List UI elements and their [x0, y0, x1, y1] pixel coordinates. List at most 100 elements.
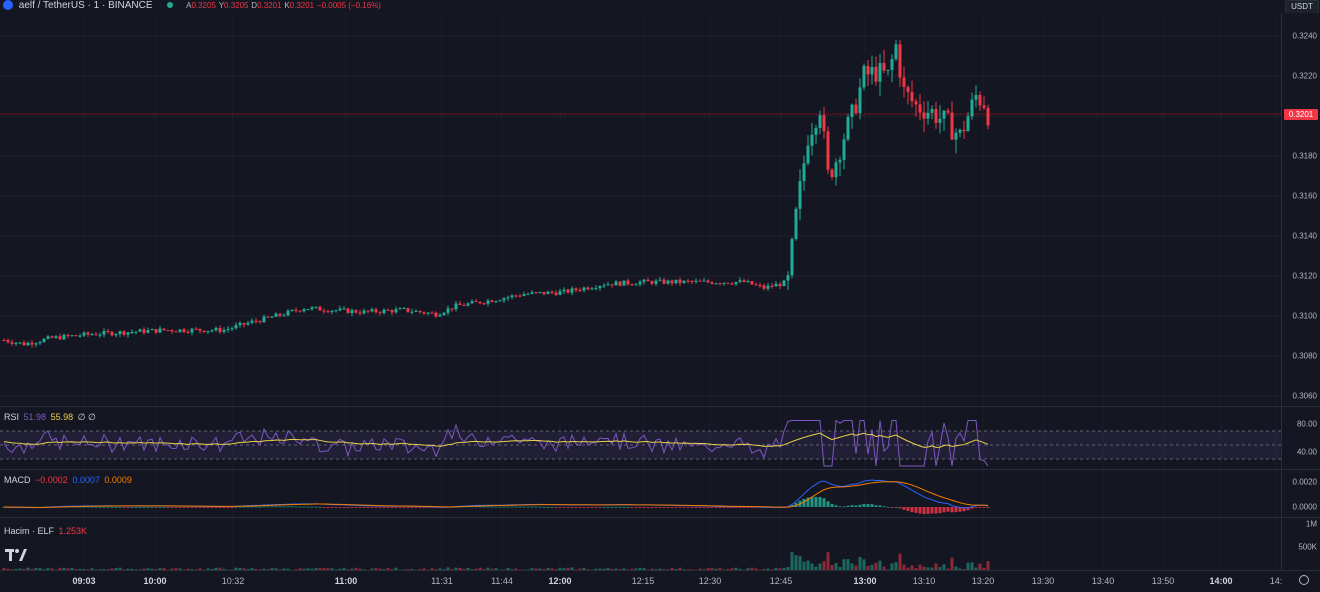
- volume-bar: [266, 569, 270, 570]
- candle-body: [478, 301, 482, 304]
- volume-bar: [986, 561, 990, 570]
- candle-body: [94, 334, 98, 336]
- volume-bar: [434, 569, 438, 570]
- macd-histogram-bar: [606, 506, 610, 508]
- macd-histogram-bar: [474, 506, 478, 508]
- macd-histogram-bar: [754, 507, 758, 508]
- volume-bar: [538, 568, 542, 570]
- macd-histogram-bar: [866, 503, 870, 507]
- rsi-legend: RSI 51.98 55.98 ∅ ∅: [4, 412, 98, 423]
- candle-body: [110, 331, 114, 336]
- macd-axis[interactable]: 0.0020 0.0000: [1281, 470, 1320, 517]
- macd-histogram-bar: [90, 506, 94, 508]
- candle-body: [858, 87, 862, 114]
- pane-separator[interactable]: [0, 469, 1320, 470]
- volume-bar: [658, 568, 662, 570]
- candle-body: [778, 283, 782, 287]
- candle-body: [670, 280, 674, 284]
- pane-separator[interactable]: [0, 406, 1320, 407]
- volume-bar: [274, 568, 278, 570]
- macd-histogram-bar: [122, 507, 126, 508]
- candle-body: [662, 279, 666, 284]
- macd-histogram-bar: [702, 507, 706, 508]
- candle-body: [298, 310, 302, 312]
- macd-histogram-bar: [986, 507, 990, 508]
- volume-tick-label: 1M: [1305, 519, 1317, 529]
- candle-body: [630, 284, 634, 286]
- volume-bar: [954, 566, 958, 570]
- volume-bar: [190, 569, 194, 570]
- candle-body: [174, 331, 178, 333]
- time-tick-label: 13:00: [853, 576, 877, 586]
- macd-histogram-bar: [882, 506, 886, 507]
- volume-bar: [486, 567, 490, 570]
- tradingview-logo-icon[interactable]: [5, 548, 27, 562]
- candle-body: [642, 279, 646, 282]
- volume-bar: [794, 555, 798, 570]
- time-tick-label: 13:50: [1151, 576, 1175, 586]
- volume-bar: [98, 569, 102, 570]
- volume-bar: [374, 568, 378, 570]
- macd-histogram-bar: [538, 506, 542, 508]
- macd-histogram-bar: [542, 506, 546, 508]
- volume-bar: [214, 567, 218, 570]
- candle-body: [646, 279, 650, 282]
- volume-bar: [834, 563, 838, 570]
- volume-bar: [442, 569, 446, 570]
- macd-histogram-bar: [422, 507, 426, 508]
- candle-body: [970, 99, 974, 117]
- macd-histogram-bar: [362, 507, 366, 508]
- macd-histogram-bar: [670, 507, 674, 508]
- rsi-tick-label: 80.00: [1296, 419, 1317, 429]
- macd-histogram-bar: [878, 505, 882, 507]
- macd-histogram-bar: [154, 507, 158, 508]
- candle-body: [122, 331, 126, 335]
- rsi-name: RSI: [4, 412, 20, 422]
- candle-body: [70, 335, 74, 337]
- symbol-title[interactable]: aelf / TetherUS · 1 · BINANCE: [18, 0, 153, 11]
- macd-histogram-bar: [598, 507, 602, 508]
- candle-body: [42, 338, 46, 343]
- macd-histogram-bar: [842, 506, 846, 508]
- macd-histogram-bar: [830, 503, 834, 507]
- volume-bar: [50, 568, 54, 570]
- candle-body: [542, 291, 546, 295]
- rsi-axis[interactable]: 80.00 40.00: [1281, 407, 1320, 469]
- pane-separator[interactable]: [0, 517, 1320, 518]
- candle-body: [402, 308, 406, 310]
- macd-histogram-bar: [182, 507, 186, 508]
- settings-gear-icon[interactable]: [1299, 575, 1309, 585]
- volume-bar: [346, 569, 350, 570]
- volume-bar: [690, 569, 694, 570]
- candle-body: [814, 127, 818, 135]
- candle-body: [762, 285, 766, 289]
- macd-histogram-bar: [942, 507, 946, 513]
- candle-body: [566, 289, 570, 293]
- candle-body: [658, 279, 662, 281]
- volume-bar: [886, 569, 890, 570]
- macd-histogram-bar: [550, 506, 554, 508]
- macd-histogram-bar: [586, 507, 590, 508]
- price-tick-label: 0.3160: [1292, 191, 1317, 201]
- candle-body: [718, 283, 722, 285]
- volume-bar: [270, 568, 274, 570]
- candle-body: [386, 309, 390, 311]
- macd-histogram-bar: [178, 507, 182, 508]
- macd-histogram-bar: [894, 506, 898, 508]
- volume-bar: [726, 568, 730, 570]
- candle-body: [790, 238, 794, 276]
- macd-histogram-bar: [634, 507, 638, 508]
- rsi-ma-value: 55.98: [50, 412, 74, 422]
- candle-body: [154, 329, 158, 333]
- candle-body: [346, 308, 350, 314]
- price-axis[interactable]: 0.32400.32200.32000.31800.31600.31400.31…: [1281, 13, 1320, 406]
- candle-body: [314, 306, 318, 308]
- macd-histogram-bar: [310, 506, 314, 508]
- volume-axis[interactable]: 1M 500K: [1281, 518, 1320, 570]
- candle-body: [366, 310, 370, 312]
- candle-body: [742, 280, 746, 282]
- volume-bar: [430, 568, 434, 570]
- price-tick-label: 0.3180: [1292, 151, 1317, 161]
- volume-bar: [878, 560, 882, 570]
